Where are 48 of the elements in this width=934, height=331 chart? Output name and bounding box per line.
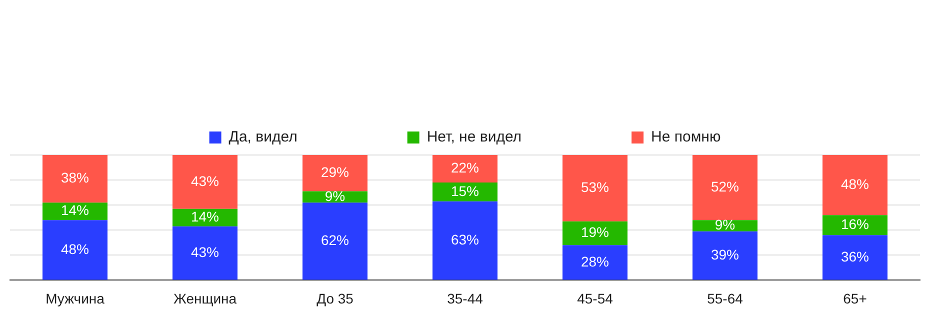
bar bbox=[432, 201, 498, 280]
legend-label: Нет, не видел bbox=[426, 128, 522, 146]
bar bbox=[432, 155, 498, 183]
data-label: 62% bbox=[320, 232, 350, 248]
legend-label: Не помню bbox=[651, 128, 721, 146]
data-label: 38% bbox=[60, 170, 90, 186]
data-label: 22% bbox=[450, 160, 480, 176]
bar bbox=[302, 155, 368, 192]
bar bbox=[562, 155, 628, 222]
data-label: 9% bbox=[324, 188, 346, 204]
data-label: 48% bbox=[840, 176, 870, 192]
data-label: 43% bbox=[190, 172, 220, 189]
data-label: 15% bbox=[450, 182, 480, 199]
bar bbox=[432, 182, 498, 202]
bar bbox=[822, 215, 888, 236]
data-label: 19% bbox=[580, 224, 610, 240]
data-label: 52% bbox=[710, 178, 740, 194]
x-tick-label: 65+ bbox=[843, 290, 867, 306]
bar bbox=[172, 226, 238, 280]
bar bbox=[692, 231, 758, 280]
x-tick-label: До 35 bbox=[316, 290, 354, 306]
data-label: 63% bbox=[450, 231, 480, 248]
x-tick-label: Мужчина bbox=[46, 290, 105, 306]
data-label: 36% bbox=[840, 248, 870, 264]
bar bbox=[562, 245, 628, 280]
bar bbox=[42, 155, 108, 203]
data-label: 43% bbox=[190, 244, 220, 260]
data-label: 9% bbox=[714, 216, 736, 233]
data-label: 48% bbox=[60, 240, 90, 257]
x-tick-label: 35-44 bbox=[447, 290, 484, 306]
bar bbox=[42, 220, 108, 280]
x-tick-label: Женщина bbox=[173, 290, 237, 306]
data-label: 29% bbox=[320, 164, 350, 180]
data-label: 28% bbox=[580, 253, 610, 270]
data-label: 14% bbox=[60, 202, 90, 218]
data-label: 14% bbox=[190, 208, 220, 224]
data-label: 53% bbox=[580, 179, 610, 196]
x-tick-label: 55-64 bbox=[707, 290, 744, 306]
bar bbox=[822, 155, 888, 216]
bar bbox=[302, 202, 368, 280]
legend-label: Да, видел bbox=[228, 128, 298, 146]
bar bbox=[692, 155, 758, 220]
bar bbox=[562, 221, 628, 246]
data-label: 16% bbox=[840, 216, 870, 232]
bar bbox=[822, 235, 888, 280]
x-tick-label: 45-54 bbox=[577, 290, 614, 306]
data-label: 39% bbox=[710, 246, 740, 262]
bar bbox=[172, 155, 238, 209]
